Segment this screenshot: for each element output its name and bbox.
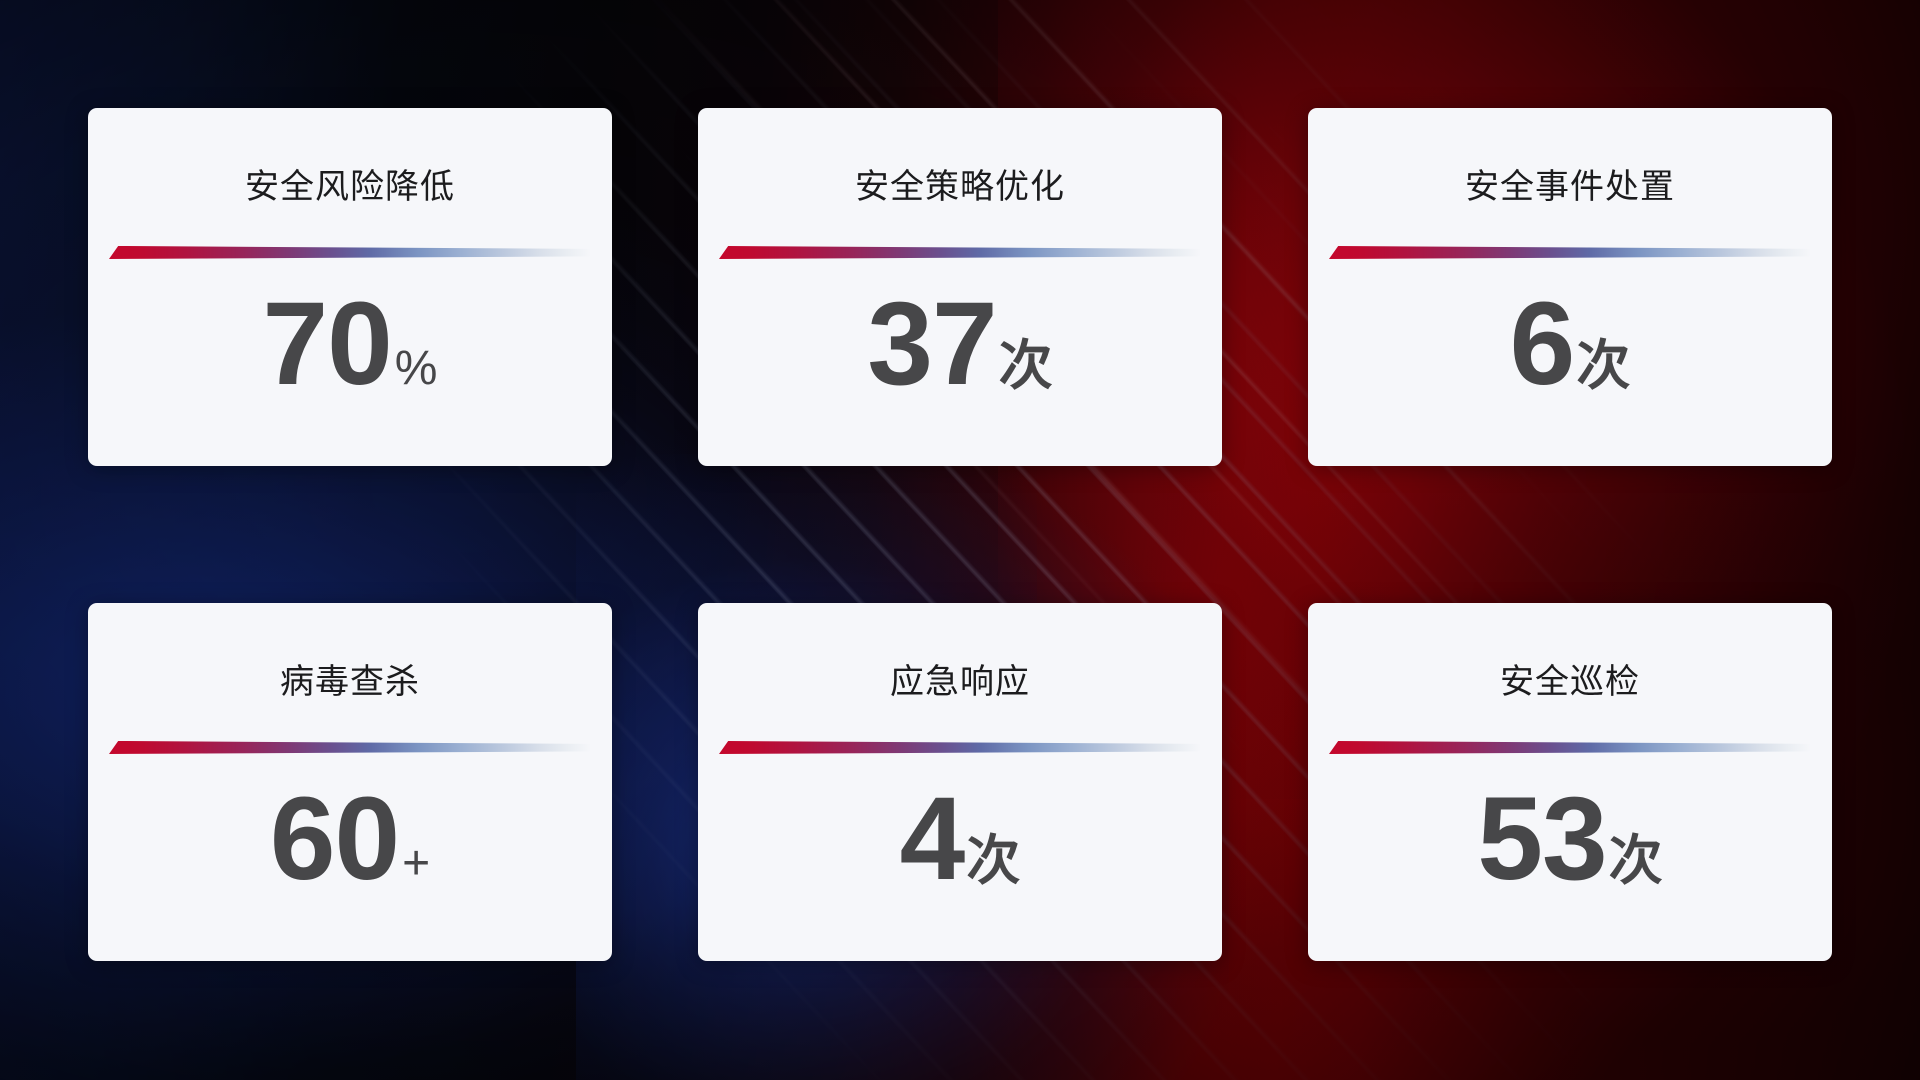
metric-unit: 次	[966, 831, 1021, 891]
gradient-rule-bar	[719, 246, 1201, 259]
metric-card-gradient-rule	[719, 246, 1201, 259]
metric-value: 37	[867, 278, 997, 410]
metric-card-value-row: 53 次	[1477, 780, 1662, 898]
metric-unit: 次	[1608, 831, 1663, 891]
gradient-rule-bar	[1329, 741, 1811, 754]
metric-card-value-row: 37 次	[867, 285, 1052, 403]
metric-value: 6	[1509, 278, 1576, 410]
metric-card-gradient-rule	[109, 741, 591, 754]
metric-card-title: 病毒查杀	[280, 663, 420, 701]
metric-unit: %	[394, 342, 438, 395]
metric-card-gradient-rule	[719, 741, 1201, 754]
metric-value: 53	[1477, 773, 1607, 905]
metric-card-title: 安全事件处置	[1465, 168, 1675, 206]
metric-card[interactable]: 应急响应 4 次	[698, 603, 1222, 961]
metric-card-value-row: 70 %	[263, 285, 438, 403]
gradient-rule-bar	[1329, 246, 1811, 259]
gradient-rule-bar	[109, 741, 591, 754]
metric-card-gradient-rule	[109, 246, 591, 259]
gradient-rule-bar	[109, 246, 591, 259]
metric-value: 4	[899, 773, 966, 905]
metric-card-title: 安全策略优化	[855, 168, 1065, 206]
metric-unit: 次	[998, 336, 1053, 396]
metric-unit: 次	[1576, 336, 1631, 396]
metric-card[interactable]: 安全巡检 53 次	[1308, 603, 1832, 961]
metric-card-gradient-rule	[1329, 741, 1811, 754]
metric-card-value-row: 4 次	[900, 780, 1021, 898]
metric-card-value-row: 6 次	[1510, 285, 1631, 403]
metric-card-title: 安全巡检	[1500, 663, 1640, 701]
metric-card-title: 应急响应	[890, 663, 1030, 701]
metric-value: 60	[269, 773, 400, 905]
metric-card-value-row: 60 +	[270, 780, 430, 898]
metric-card-gradient-rule	[1329, 246, 1811, 259]
metric-card-title: 安全风险降低	[245, 168, 455, 206]
metric-card[interactable]: 安全风险降低 70 %	[88, 108, 612, 466]
metric-unit: +	[402, 837, 431, 890]
metric-card[interactable]: 病毒查杀 60 +	[88, 603, 612, 961]
metric-value: 70	[262, 278, 393, 410]
gradient-rule-bar	[719, 741, 1201, 754]
metric-card[interactable]: 安全事件处置 6 次	[1308, 108, 1832, 466]
metric-card[interactable]: 安全策略优化 37 次	[698, 108, 1222, 466]
